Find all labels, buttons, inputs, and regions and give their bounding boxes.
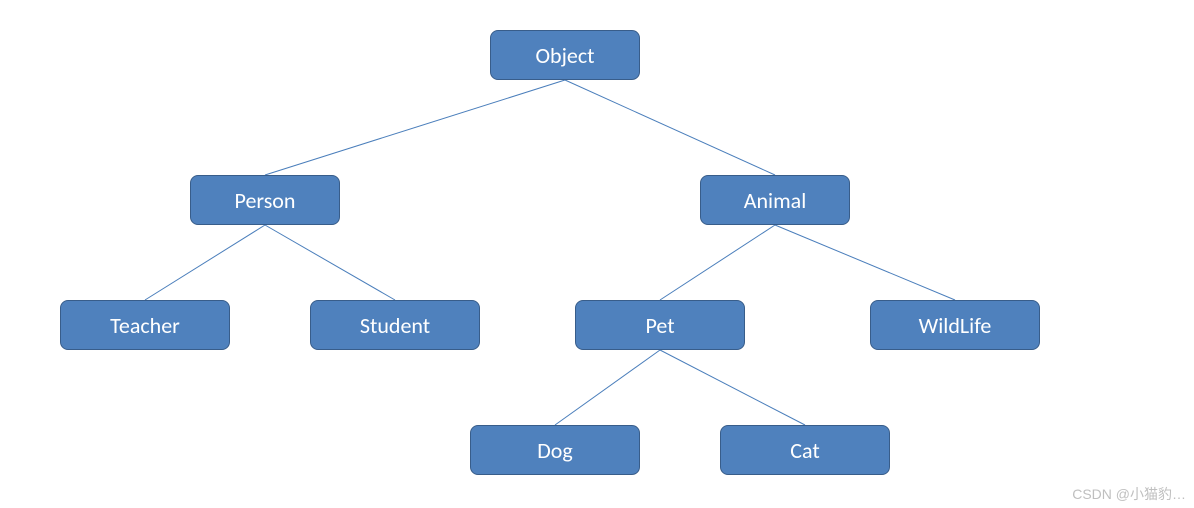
tree-node-label: Object — [535, 42, 594, 69]
tree-edge — [555, 350, 660, 425]
tree-node-label: Dog — [537, 437, 573, 464]
tree-edge — [145, 225, 265, 300]
tree-edge — [660, 350, 805, 425]
tree-node-animal: Animal — [700, 175, 850, 225]
tree-node-label: Student — [360, 312, 430, 339]
tree-node-dog: Dog — [470, 425, 640, 475]
tree-node-person: Person — [190, 175, 340, 225]
tree-node-label: Pet — [645, 312, 674, 339]
tree-node-wildlife: WildLife — [870, 300, 1040, 350]
tree-edge — [265, 80, 565, 175]
tree-node-label: Person — [235, 187, 296, 214]
tree-node-student: Student — [310, 300, 480, 350]
tree-node-label: WildLife — [919, 312, 992, 339]
tree-edge — [660, 225, 775, 300]
tree-node-teacher: Teacher — [60, 300, 230, 350]
tree-node-label: Teacher — [110, 312, 180, 339]
tree-node-pet: Pet — [575, 300, 745, 350]
tree-edge — [265, 225, 395, 300]
tree-node-object: Object — [490, 30, 640, 80]
tree-edge — [775, 225, 955, 300]
tree-node-cat: Cat — [720, 425, 890, 475]
tree-edge — [565, 80, 775, 175]
tree-node-label: Cat — [790, 437, 819, 464]
tree-node-label: Animal — [744, 187, 807, 214]
watermark-text: CSDN @小猫豹… — [1072, 484, 1186, 504]
